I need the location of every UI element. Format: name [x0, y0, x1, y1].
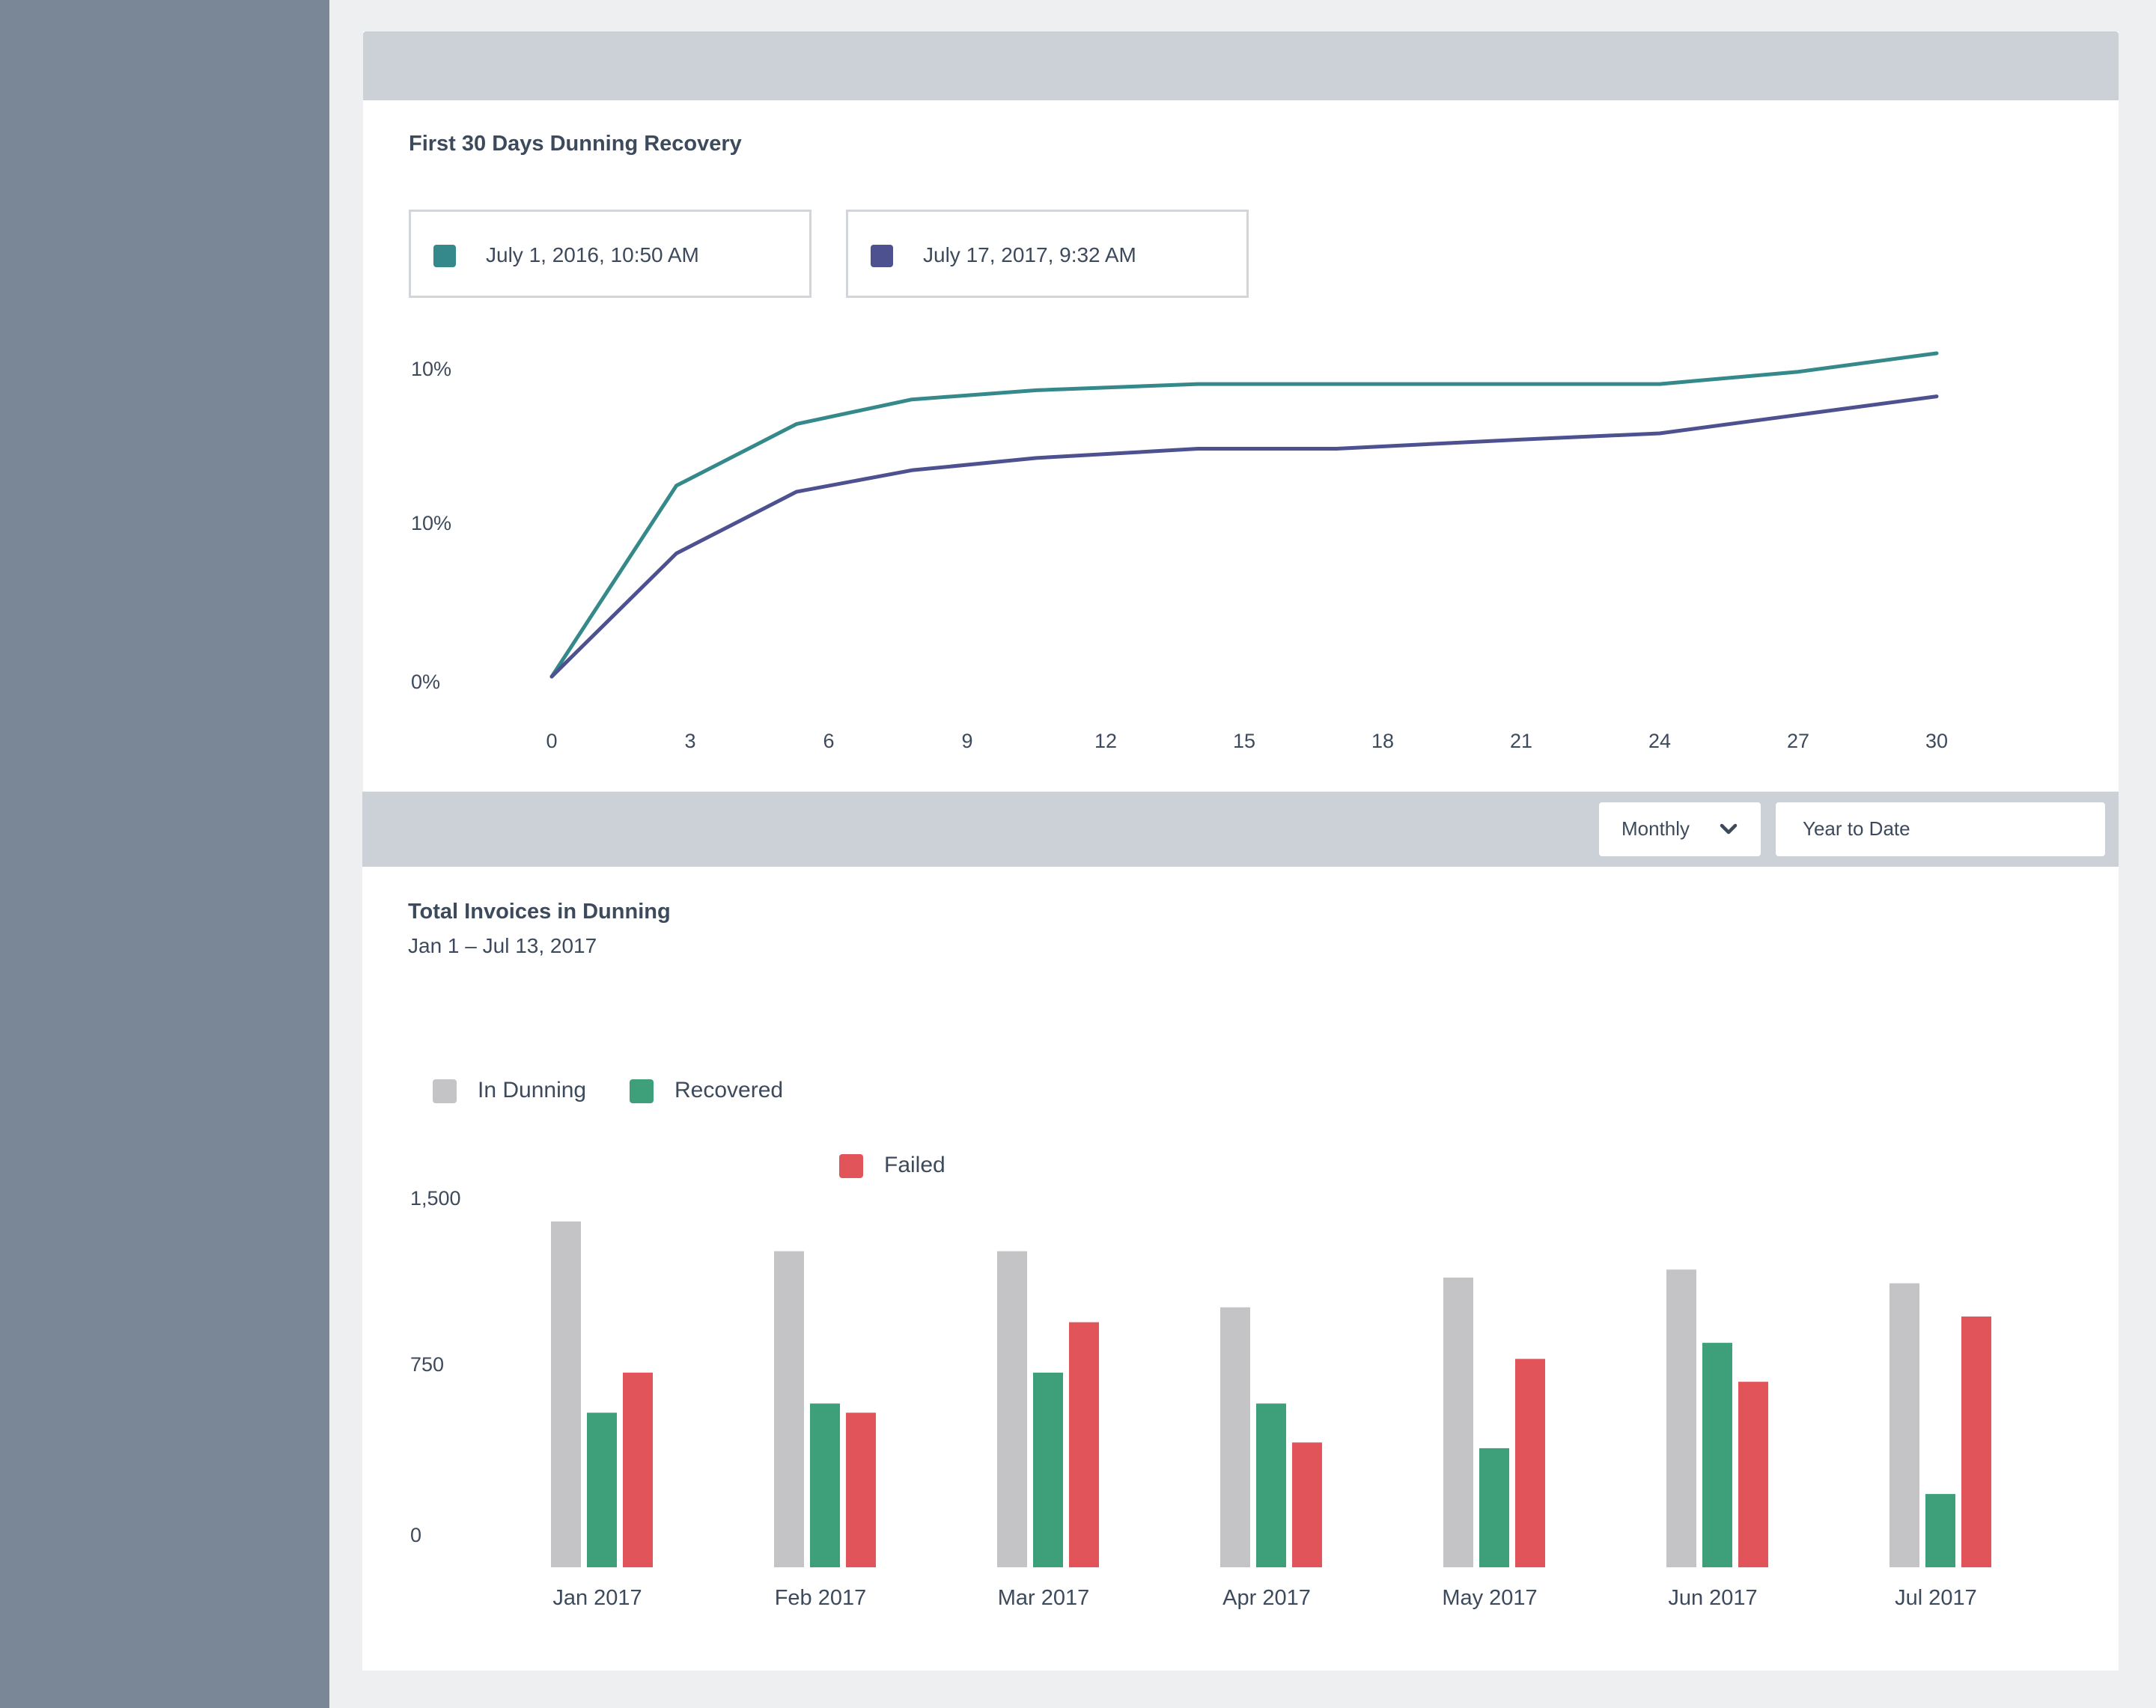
bar-in-dunning-jun-2017[interactable]	[1666, 1269, 1696, 1567]
x-tick-label-may-2017: May 2017	[1442, 1586, 1537, 1610]
legend-item-2016[interactable]: July 1, 2016, 10:50 AM	[409, 210, 811, 298]
x-tick-label-12: 12	[1094, 730, 1117, 752]
invoices-card: Monthly Year to Date Total Invoices in D…	[362, 792, 2119, 1671]
bar-in-dunning-may-2017[interactable]	[1443, 1277, 1473, 1567]
x-tick-label-mar-2017: Mar 2017	[998, 1586, 1090, 1610]
y-tick-label-1: 10%	[411, 512, 451, 534]
legend-swatch-2017	[871, 245, 893, 267]
legend-swatch-failed	[839, 1154, 863, 1178]
bar-recovered-may-2017[interactable]	[1479, 1448, 1509, 1567]
legend-swatch-in-dunning	[433, 1079, 457, 1103]
bar-recovered-jul-2017[interactable]	[1925, 1494, 1955, 1567]
y-tick-label-2: 0%	[411, 671, 440, 693]
recovery-card-title: First 30 Days Dunning Recovery	[409, 132, 742, 156]
x-tick-label-21: 21	[1510, 730, 1532, 752]
recovery-card: First 30 Days Dunning Recovery July 1, 2…	[363, 31, 2119, 791]
x-tick-label-24: 24	[1648, 730, 1671, 752]
bar-in-dunning-jan-2017[interactable]	[551, 1221, 581, 1567]
x-tick-label-18: 18	[1371, 730, 1394, 752]
legend-label-2016: July 1, 2016, 10:50 AM	[486, 243, 699, 266]
chevron-down-icon	[1720, 823, 1738, 835]
legend-swatch-2016	[433, 245, 456, 267]
y-tick-label-1-500: 1,500	[410, 1187, 461, 1210]
invoices-card-title: Total Invoices in Dunning	[408, 900, 671, 924]
bar-recovered-jun-2017[interactable]	[1702, 1343, 1732, 1567]
x-tick-label-27: 27	[1787, 730, 1809, 752]
invoices-card-header: Monthly Year to Date	[362, 792, 2119, 867]
x-tick-label-15: 15	[1233, 730, 1255, 752]
y-tick-label-750: 750	[410, 1353, 444, 1376]
legend-label-failed: Failed	[884, 1153, 945, 1177]
bar-failed-jul-2017[interactable]	[1961, 1316, 1991, 1567]
bar-in-dunning-jul-2017[interactable]	[1889, 1283, 1919, 1567]
bar-recovered-mar-2017[interactable]	[1033, 1372, 1063, 1567]
bar-failed-may-2017[interactable]	[1515, 1358, 1545, 1567]
legend-swatch-recovered	[630, 1079, 654, 1103]
bar-failed-apr-2017[interactable]	[1292, 1442, 1322, 1567]
x-tick-label-jan-2017: Jan 2017	[552, 1586, 642, 1610]
bar-failed-jan-2017[interactable]	[623, 1372, 653, 1567]
recovery-line-chart: 10% 10% 0% 0 3 6 9 12 15 18 21 24 27 30	[411, 351, 1948, 752]
bar-failed-mar-2017[interactable]	[1069, 1322, 1099, 1567]
x-tick-label-0: 0	[546, 730, 557, 752]
x-tick-label-feb-2017: Feb 2017	[775, 1586, 867, 1610]
legend-label-2017: July 17, 2017, 9:32 AM	[923, 243, 1136, 266]
recovery-card-header	[363, 31, 2119, 100]
bar-failed-feb-2017[interactable]	[846, 1412, 876, 1567]
period-select[interactable]: Monthly	[1599, 802, 1761, 856]
invoices-card-subtitle: Jan 1 – Jul 13, 2017	[408, 934, 597, 957]
sidebar	[0, 0, 329, 1708]
range-select[interactable]: Year to Date	[1776, 802, 2105, 856]
legend-label-in-dunning: In Dunning	[478, 1078, 587, 1102]
bar-recovered-apr-2017[interactable]	[1256, 1403, 1286, 1567]
bar-recovered-jan-2017[interactable]	[587, 1412, 617, 1567]
bar-in-dunning-feb-2017[interactable]	[774, 1251, 804, 1567]
legend-item-2017[interactable]: July 17, 2017, 9:32 AM	[846, 210, 1249, 298]
invoices-bar-chart: 1,500 750 0 Jan 2017 Feb 2017 Mar 2017 Apr 20…	[410, 1187, 1991, 1610]
x-tick-label-jul-2017: Jul 2017	[1895, 1586, 1977, 1610]
bar-failed-jun-2017[interactable]	[1738, 1382, 1768, 1567]
x-tick-label-30: 30	[1925, 730, 1948, 752]
series-line-july-1-2016-10-50-am	[549, 351, 1939, 679]
y-tick-label-0: 10%	[411, 358, 451, 380]
period-select-value: Monthly	[1621, 817, 1690, 840]
x-tick-label-apr-2017: Apr 2017	[1222, 1586, 1311, 1610]
legend-label-recovered: Recovered	[674, 1078, 784, 1102]
y-tick-label-0: 0	[410, 1524, 421, 1546]
bar-in-dunning-apr-2017[interactable]	[1220, 1307, 1250, 1567]
bar-recovered-feb-2017[interactable]	[810, 1403, 840, 1567]
x-tick-label-6: 6	[823, 730, 834, 752]
x-tick-label-9: 9	[961, 730, 972, 752]
x-tick-label-jun-2017: Jun 2017	[1668, 1586, 1757, 1610]
series-line-july-17-2017-9-32-am	[549, 394, 1939, 679]
bar-in-dunning-mar-2017[interactable]	[997, 1251, 1027, 1567]
x-tick-label-3: 3	[684, 730, 695, 752]
range-select-value: Year to Date	[1803, 817, 1910, 840]
